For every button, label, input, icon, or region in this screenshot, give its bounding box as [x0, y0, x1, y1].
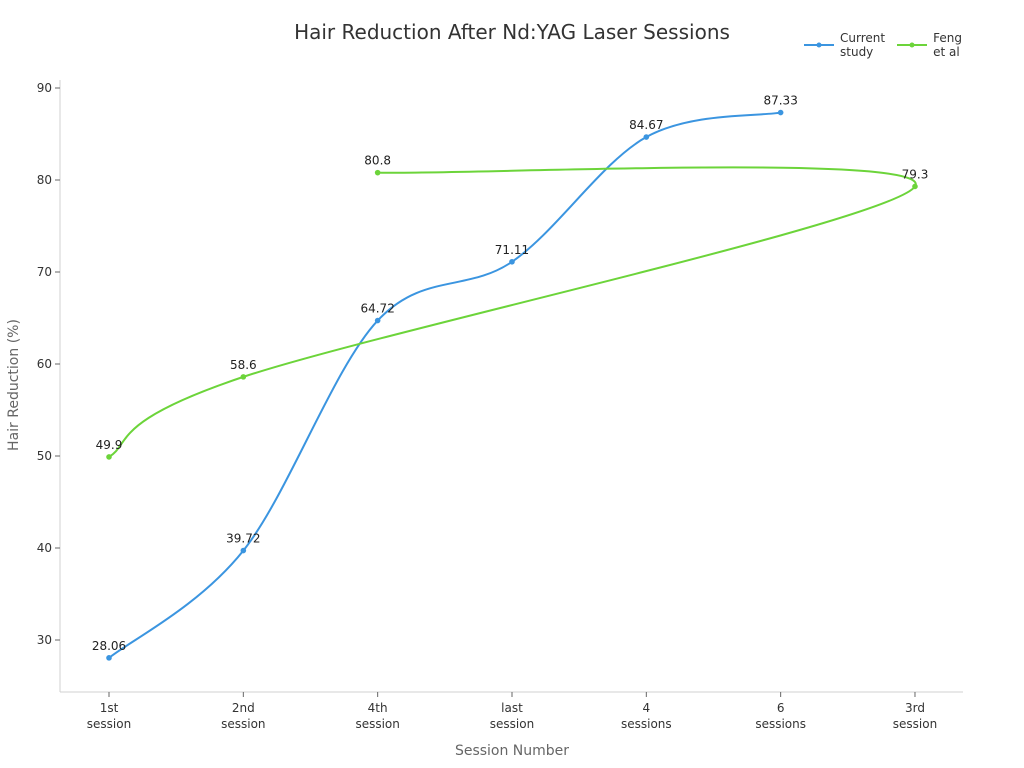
legend-line-marker-icon	[897, 42, 928, 48]
x-tick-label: 1st session	[87, 701, 131, 731]
legend-label: Feng et al	[933, 31, 962, 59]
x-tick-label: 4th session	[355, 701, 399, 731]
data-point[interactable]	[106, 454, 112, 460]
data-label: 71.11	[495, 243, 529, 257]
data-label: 80.8	[364, 154, 391, 168]
data-label: 58.6	[230, 358, 257, 372]
data-label: 64.72	[360, 302, 394, 316]
y-tick-label: 40	[37, 541, 52, 555]
data-labels: 28.06 39.72 64.72 71.11 84.67 87.33 49.9 58.6 79…	[92, 94, 929, 653]
series-group	[106, 109, 918, 661]
x-tick-label: 3rd session	[893, 701, 937, 731]
legend: Current study Feng et al	[804, 31, 962, 59]
legend-line-marker-icon	[804, 42, 834, 48]
data-point[interactable]	[240, 374, 247, 380]
data-label: 39.72	[226, 532, 260, 546]
y-tick-label: 90	[37, 81, 52, 95]
series-line-current-study[interactable]	[108, 111, 781, 659]
chart-title: Hair Reduction After Nd:YAG Laser Sessio…	[294, 20, 730, 44]
legend-item-feng-et-al[interactable]: Feng et al	[897, 31, 962, 59]
x-tick-label: 2nd session	[221, 701, 265, 731]
data-point[interactable]	[106, 655, 112, 661]
x-tick-label: 4 sessions	[621, 701, 672, 731]
axes: 30 40 50 60 70 80 90 1st session 2nd session 4th ses…	[37, 80, 963, 731]
x-tick-label: last session	[490, 701, 534, 731]
data-point[interactable]	[777, 109, 784, 116]
data-point[interactable]	[643, 134, 650, 140]
data-point[interactable]	[509, 258, 515, 265]
y-tick-label: 80	[37, 173, 52, 187]
data-label: 84.67	[629, 118, 663, 132]
data-point[interactable]	[374, 317, 381, 324]
y-tick-label: 70	[37, 265, 52, 279]
x-axis-title: Session Number	[455, 743, 569, 759]
data-label: 28.06	[92, 639, 126, 653]
y-tick-label: 30	[37, 633, 52, 647]
y-tick-label: 50	[37, 449, 52, 463]
legend-item-current-study[interactable]: Current study	[804, 31, 885, 59]
data-point[interactable]	[374, 169, 381, 176]
data-label: 79.3	[902, 167, 929, 181]
x-tick-label: 6 sessions	[755, 701, 806, 731]
data-label: 87.33	[763, 94, 797, 108]
series-line-feng-et-al[interactable]	[108, 166, 917, 458]
data-point[interactable]	[240, 547, 247, 554]
y-axis-title: Hair Reduction (%)	[6, 319, 22, 451]
data-label: 49.9	[96, 438, 123, 452]
legend-label: Current study	[840, 31, 886, 59]
y-tick-label: 60	[37, 357, 52, 371]
data-point[interactable]	[912, 183, 918, 190]
